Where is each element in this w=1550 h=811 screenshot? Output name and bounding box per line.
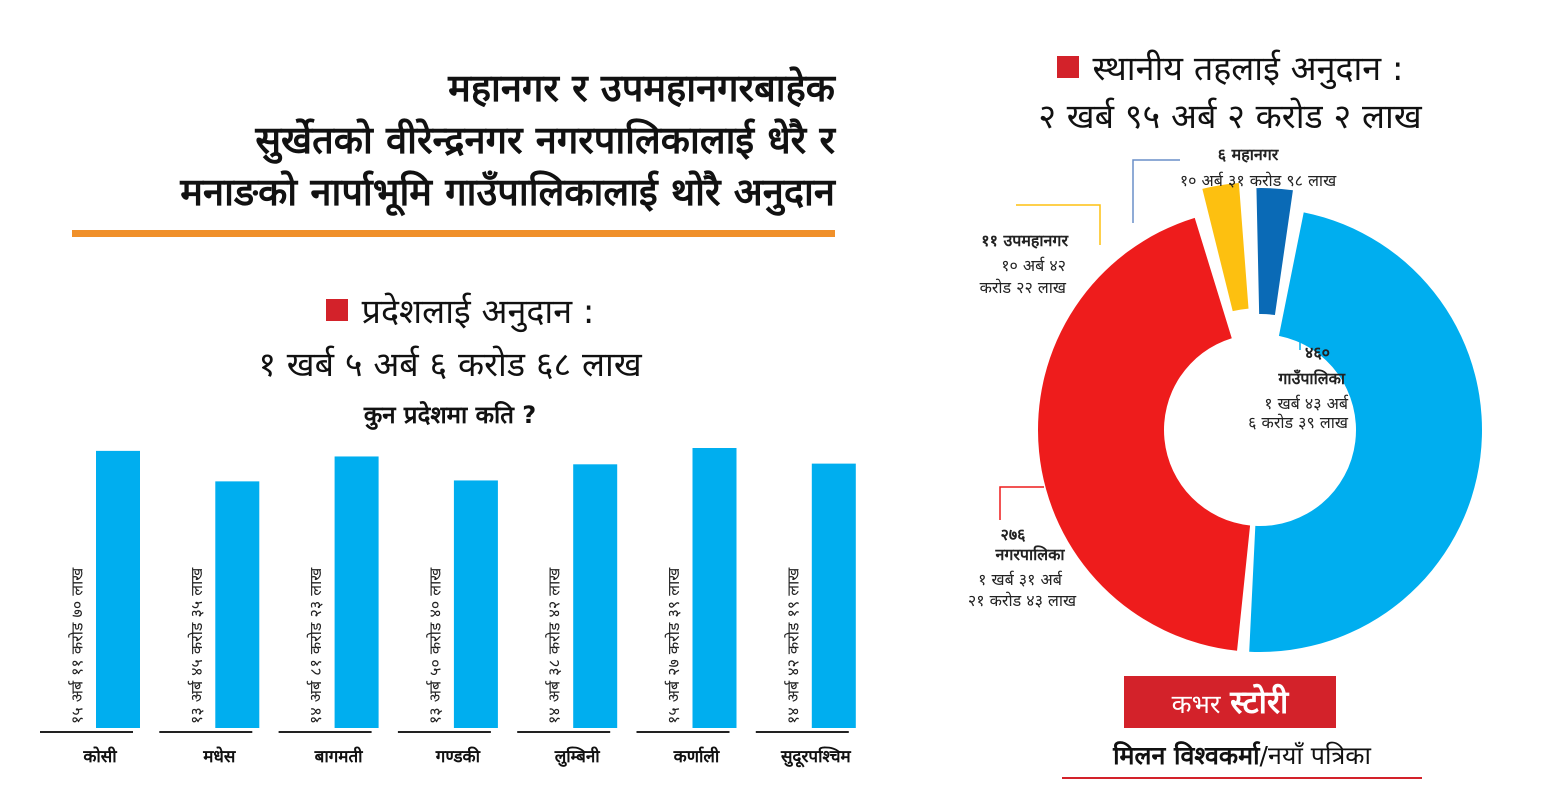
province-total: १ खर्ब ५ अर्ब ६ करोड ६८ लाख bbox=[258, 345, 642, 385]
cover-story-badge: कभर स्टोरी bbox=[1124, 676, 1336, 728]
pie-label-name: ६ महानगर bbox=[1218, 145, 1280, 164]
headline-line-3: मनाङको नार्पाभूमि गाउँपालिकालाई थोरै अनु… bbox=[180, 170, 835, 214]
bar-5 bbox=[573, 464, 618, 728]
local-total: २ खर्ब ९५ अर्ब २ करोड २ लाख bbox=[1038, 97, 1422, 137]
bar-value-label: १५ अर्ब २७ करोड ३९ लाख bbox=[664, 567, 683, 724]
pie-slice-1 bbox=[1256, 188, 1293, 316]
province-title: प्रदेशलाई अनुदान : bbox=[200, 287, 720, 337]
pie-label-value: १० अर्ब ३१ करोड ९८ लाख bbox=[1180, 171, 1337, 190]
leader-line bbox=[1132, 159, 1180, 223]
author-name: मिलन विश्वकर्मा bbox=[1113, 741, 1260, 770]
bar-2 bbox=[215, 481, 260, 728]
bar-value-label: १४ अर्ब ४२ करोड १९ लाख bbox=[783, 567, 802, 724]
province-question: कुन प्रदेशमा कति ? bbox=[363, 401, 537, 429]
pie-slice-3 bbox=[1038, 217, 1251, 651]
category-label: गण्डकी bbox=[435, 746, 481, 767]
bar-value-label: १४ अर्ब ८१ करोड २३ लाख bbox=[306, 567, 325, 724]
pie-label-count: ४६० bbox=[1305, 343, 1330, 362]
red-square-icon bbox=[325, 299, 348, 321]
pie-label-name: ११ उपमहानगर bbox=[981, 231, 1069, 250]
headline-line-2: सुर्खेतको वीरेन्द्रनगर नगरपालिकालाई धेरै… bbox=[255, 118, 835, 162]
cover-word-2: स्टोरी bbox=[1230, 683, 1289, 721]
bar-4 bbox=[453, 480, 498, 728]
bar-3 bbox=[334, 456, 379, 728]
byline-separator: / bbox=[1259, 741, 1268, 770]
bar-value-label: १५ अर्ब ११ करोड ७० लाख bbox=[68, 567, 87, 724]
leader-line bbox=[1016, 204, 1101, 245]
bar-value-label: १३ अर्ब ४५ करोड ३५ लाख bbox=[187, 567, 206, 724]
byline: मिलन विश्वकर्मा/नयाँ पत्रिका bbox=[1060, 738, 1424, 774]
pie-label-value: १ खर्ब ४३ अर्ब bbox=[1264, 394, 1349, 413]
category-label: कोसी bbox=[82, 746, 117, 767]
pie-slice-2 bbox=[1202, 182, 1249, 312]
headline-underline bbox=[72, 230, 835, 237]
pie-label-value: १ खर्ब ३१ अर्ब bbox=[978, 570, 1063, 589]
bar-1 bbox=[96, 450, 140, 728]
leader-line bbox=[1299, 325, 1345, 350]
category-label: लुम्बिनी bbox=[554, 746, 601, 767]
publication-name: नयाँ पत्रिका bbox=[1267, 741, 1371, 770]
bar-6 bbox=[692, 448, 737, 728]
category-label: कर्णाली bbox=[673, 746, 720, 767]
headline-line-1: महानगर र उपमहानगरबाहेक bbox=[448, 66, 835, 110]
category-label: सुदूरपश्चिम bbox=[780, 746, 852, 768]
pie-label-count: २७६ bbox=[1001, 525, 1027, 544]
pie-label-value: ६ करोड ३९ लाख bbox=[1248, 413, 1349, 432]
bar-7 bbox=[811, 463, 856, 728]
local-title-text: स्थानीय तहलाई अनुदान : bbox=[1092, 49, 1404, 89]
province-title-text: प्रदेशलाई अनुदान : bbox=[361, 292, 595, 332]
bar-value-label: १४ अर्ब ३८ करोड ४२ लाख bbox=[545, 567, 564, 724]
bar-value-label: १३ अर्ब ५० करोड ४० लाख bbox=[425, 567, 444, 724]
pie-label-name: गाउँपालिका bbox=[1277, 369, 1345, 388]
leader-line bbox=[999, 486, 1044, 520]
category-label: बागमती bbox=[314, 746, 364, 767]
pie-label-value: २१ करोड ४३ लाख bbox=[968, 591, 1077, 610]
cover-word-1: कभर bbox=[1171, 690, 1221, 720]
headline: महानगर र उपमहानगरबाहेक सुर्खेतको वीरेन्द… bbox=[40, 62, 835, 218]
pie-slice-4 bbox=[1249, 212, 1483, 653]
byline-underline bbox=[1062, 777, 1422, 779]
pie-label-name: नगरपालिका bbox=[994, 545, 1065, 564]
category-label: मधेस bbox=[202, 746, 237, 767]
local-title: स्थानीय तहलाई अनुदान : bbox=[960, 44, 1500, 94]
pie-label-value: करोड २२ लाख bbox=[980, 278, 1067, 297]
red-square-icon bbox=[1056, 56, 1079, 78]
pie-label-value: १० अर्ब ४२ bbox=[1001, 256, 1066, 275]
